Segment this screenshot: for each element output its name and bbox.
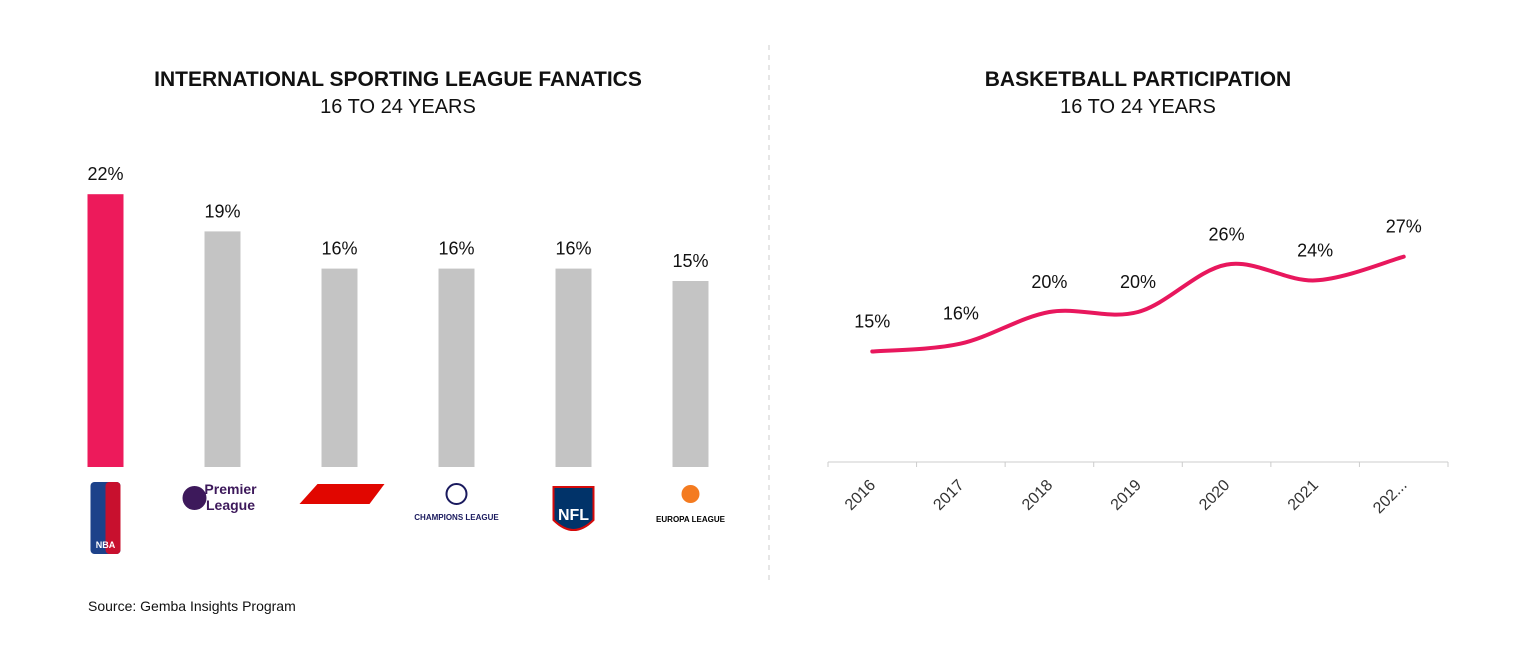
logo bbox=[299, 484, 385, 504]
value-label: 16% bbox=[438, 239, 474, 259]
source: Source: Gemba Insights Program bbox=[88, 598, 296, 614]
x-tick-label: 2021 bbox=[1285, 477, 1322, 514]
value-label: 15% bbox=[854, 312, 890, 332]
category-label: EUROPA LEAGUE bbox=[656, 515, 726, 524]
x-tick-label: 2018 bbox=[1019, 477, 1056, 514]
x-tick-label: 2016 bbox=[842, 477, 879, 514]
value-label: 16% bbox=[321, 239, 357, 259]
chart-subtitle: 16 TO 24 YEARS bbox=[320, 96, 476, 118]
bar bbox=[321, 268, 358, 467]
bar bbox=[204, 231, 241, 467]
category-label: League bbox=[206, 497, 255, 513]
bar bbox=[438, 268, 475, 467]
value-label: 22% bbox=[87, 164, 123, 184]
logo bbox=[105, 482, 121, 554]
bar bbox=[555, 268, 592, 467]
x-tick-label: 2019 bbox=[1108, 477, 1145, 514]
value-label: 15% bbox=[672, 251, 708, 271]
x-tick-label: 2020 bbox=[1196, 477, 1233, 514]
logo bbox=[681, 485, 700, 503]
category-label: Premier bbox=[204, 481, 257, 497]
x-tick-label: 2017 bbox=[930, 477, 967, 514]
logo bbox=[552, 486, 595, 531]
value-label: 24% bbox=[1297, 240, 1333, 260]
bar bbox=[672, 281, 709, 467]
value-label: 26% bbox=[1209, 225, 1245, 245]
value-label: 20% bbox=[1031, 272, 1067, 292]
chart-title: BASKETBALL PARTICIPATION bbox=[985, 68, 1291, 91]
bar bbox=[87, 194, 124, 467]
value-label: 20% bbox=[1120, 272, 1156, 292]
value-label: 16% bbox=[555, 239, 591, 259]
value-label: 16% bbox=[943, 304, 979, 324]
category-label: NFL bbox=[558, 507, 589, 524]
line bbox=[870, 254, 1406, 354]
category-label: CHAMPIONS LEAGUE bbox=[414, 513, 499, 522]
logo bbox=[445, 483, 468, 505]
chart-title: INTERNATIONAL SPORTING LEAGUE FANATICS bbox=[154, 68, 642, 91]
category-label: NBA bbox=[96, 540, 116, 550]
value-label: 19% bbox=[204, 201, 240, 221]
x-tick-label: 202... bbox=[1370, 477, 1410, 517]
chart-subtitle: 16 TO 24 YEARS bbox=[1060, 96, 1216, 118]
logo bbox=[182, 486, 207, 510]
value-label: 27% bbox=[1386, 217, 1422, 237]
